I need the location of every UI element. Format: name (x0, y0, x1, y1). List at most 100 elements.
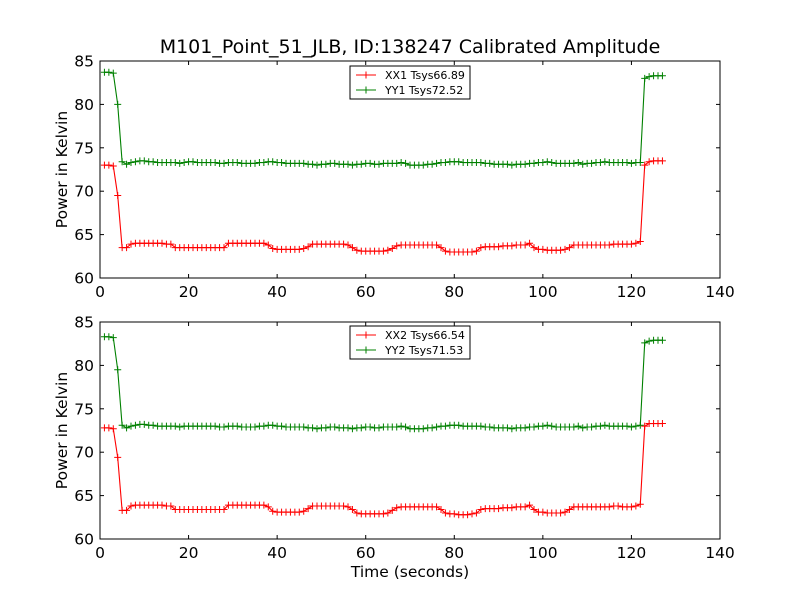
data-point (627, 240, 635, 248)
data-point (269, 421, 277, 429)
data-point (167, 502, 175, 510)
y-tick-label: 65 (74, 487, 94, 505)
x-axis-label: Time (seconds) (350, 563, 469, 581)
data-point (105, 68, 113, 76)
data-point (508, 161, 516, 169)
data-point (548, 422, 556, 430)
data-point (123, 244, 131, 252)
data-point (441, 509, 449, 517)
data-point (220, 423, 228, 431)
data-point (530, 423, 538, 431)
data-point (530, 159, 538, 167)
data-point (304, 505, 312, 513)
data-point (105, 333, 113, 341)
data-point (623, 159, 631, 167)
data-point (632, 422, 640, 430)
legend-label: XX1 Tsys66.89 (385, 69, 465, 82)
data-point (331, 423, 339, 431)
data-point (109, 425, 117, 433)
data-point (353, 246, 361, 254)
data-point (596, 422, 604, 430)
data-point (636, 500, 644, 508)
data-point (477, 244, 485, 252)
data-point (171, 159, 179, 167)
data-point (189, 158, 197, 166)
data-point (605, 503, 613, 511)
x-tick-label: 80 (444, 544, 464, 562)
data-point (140, 157, 148, 165)
data-point (632, 502, 640, 510)
x-tick-label: 120 (617, 283, 647, 301)
data-point (641, 339, 649, 347)
data-point (636, 238, 644, 246)
data-point (433, 503, 441, 511)
data-point (402, 423, 410, 431)
data-point (300, 507, 308, 515)
data-point (149, 421, 157, 429)
legend-label: YY2 Tsys71.53 (384, 344, 463, 357)
x-tick-label: 40 (267, 544, 287, 562)
data-point (220, 505, 228, 513)
data-point (375, 160, 383, 168)
data-point (641, 74, 649, 82)
data-point (127, 240, 135, 248)
data-point (641, 161, 649, 169)
legend-swatch-marker (362, 86, 370, 94)
data-point (131, 158, 139, 166)
data-point (477, 505, 485, 513)
x-tick-label: 120 (617, 544, 647, 562)
x-tick-label: 20 (179, 544, 199, 562)
data-point (605, 241, 613, 249)
data-point (260, 239, 268, 247)
data-point (393, 159, 401, 167)
y-tick-label: 65 (74, 226, 94, 244)
data-point (118, 158, 126, 166)
data-point (645, 73, 653, 81)
legend-swatch-marker (362, 346, 370, 354)
data-point (260, 501, 268, 509)
data-point (251, 423, 259, 431)
data-point (548, 159, 556, 167)
data-point (211, 159, 219, 167)
data-point (526, 501, 534, 509)
data-point (565, 244, 573, 252)
x-tick-label: 100 (528, 283, 558, 301)
data-point (433, 241, 441, 249)
data-point (539, 422, 547, 430)
data-point (304, 243, 312, 251)
data-point (645, 337, 653, 345)
data-point (601, 421, 609, 429)
data-point (526, 239, 534, 247)
data-point (331, 159, 339, 167)
data-point (300, 244, 308, 252)
x-tick-label: 40 (267, 283, 287, 301)
data-point (645, 158, 653, 166)
data-point (313, 425, 321, 433)
x-tick-label: 0 (95, 283, 105, 301)
data-point (313, 161, 321, 169)
data-point (278, 159, 286, 167)
data-point (521, 160, 529, 168)
figure-title: M101_Point_51_JLB, ID:138247 Calibrated … (160, 36, 661, 58)
data-point (632, 239, 640, 247)
data-point (437, 244, 445, 252)
data-point (300, 423, 308, 431)
data-point (180, 159, 188, 167)
data-point (176, 423, 184, 431)
data-point (260, 422, 268, 430)
data-point (357, 160, 365, 168)
data-point (127, 422, 135, 430)
data-point (149, 158, 157, 166)
data-point (114, 453, 122, 461)
data-point (486, 423, 494, 431)
x-tick-label: 80 (444, 283, 464, 301)
data-point (123, 424, 131, 432)
data-point (521, 424, 529, 432)
data-point (588, 423, 596, 431)
data-point (508, 504, 516, 512)
data-point (322, 424, 330, 432)
data-point (344, 503, 352, 511)
data-point (579, 424, 587, 432)
x-tick-label: 20 (179, 283, 199, 301)
data-point (641, 422, 649, 430)
